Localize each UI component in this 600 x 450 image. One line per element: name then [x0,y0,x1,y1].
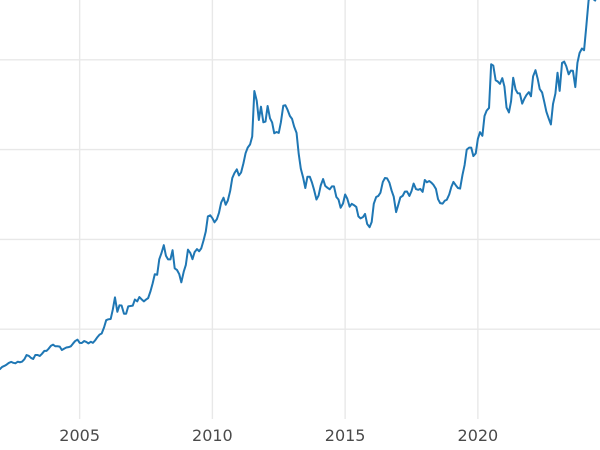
x-tick-label-2005: 2005 [59,426,100,445]
x-tick-label-2015: 2015 [324,426,366,445]
horizontal-gridlines [0,59,600,330]
x-tick-label-2020: 2020 [457,426,499,445]
x-tick-label-2010: 2010 [192,426,233,445]
series-line [0,0,597,371]
vertical-gridlines [78,0,479,419]
